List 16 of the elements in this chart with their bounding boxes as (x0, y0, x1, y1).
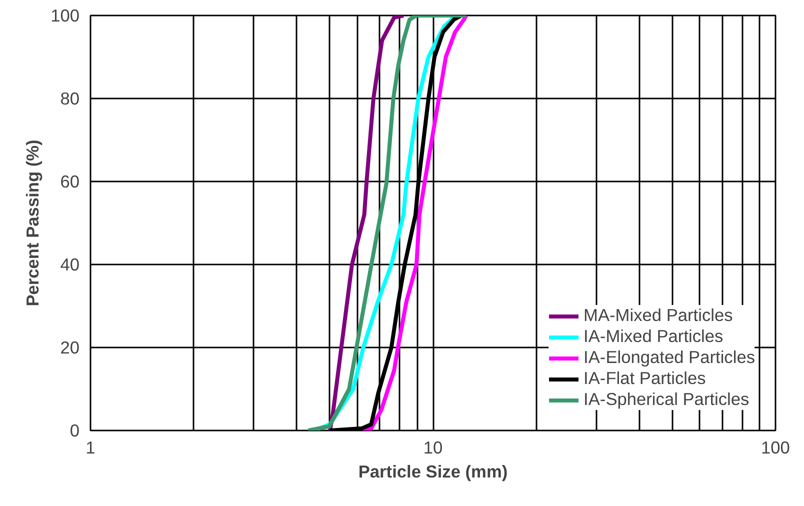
y-tick-label: 40 (60, 254, 80, 274)
x-axis-title: Particle Size (mm) (358, 462, 508, 482)
x-tick-label: 1 (86, 438, 96, 458)
y-axis-title: Percent Passing (%) (22, 140, 43, 306)
x-tick-label: 10 (423, 438, 443, 458)
x-tick-label: 100 (761, 438, 790, 458)
y-tick-label: 80 (60, 88, 80, 108)
legend-label: IA-Mixed Particles (584, 326, 724, 347)
y-tick-label: 60 (60, 172, 80, 192)
legend-label: IA-Elongated Particles (584, 347, 755, 368)
y-tick-label: 100 (50, 6, 80, 26)
legend-label: IA-Spherical Particles (584, 389, 750, 410)
legend-label: MA-Mixed Particles (584, 305, 733, 326)
y-tick-label: 0 (70, 420, 80, 440)
legend-label: IA-Flat Particles (584, 368, 706, 389)
y-tick-label: 20 (60, 338, 80, 358)
